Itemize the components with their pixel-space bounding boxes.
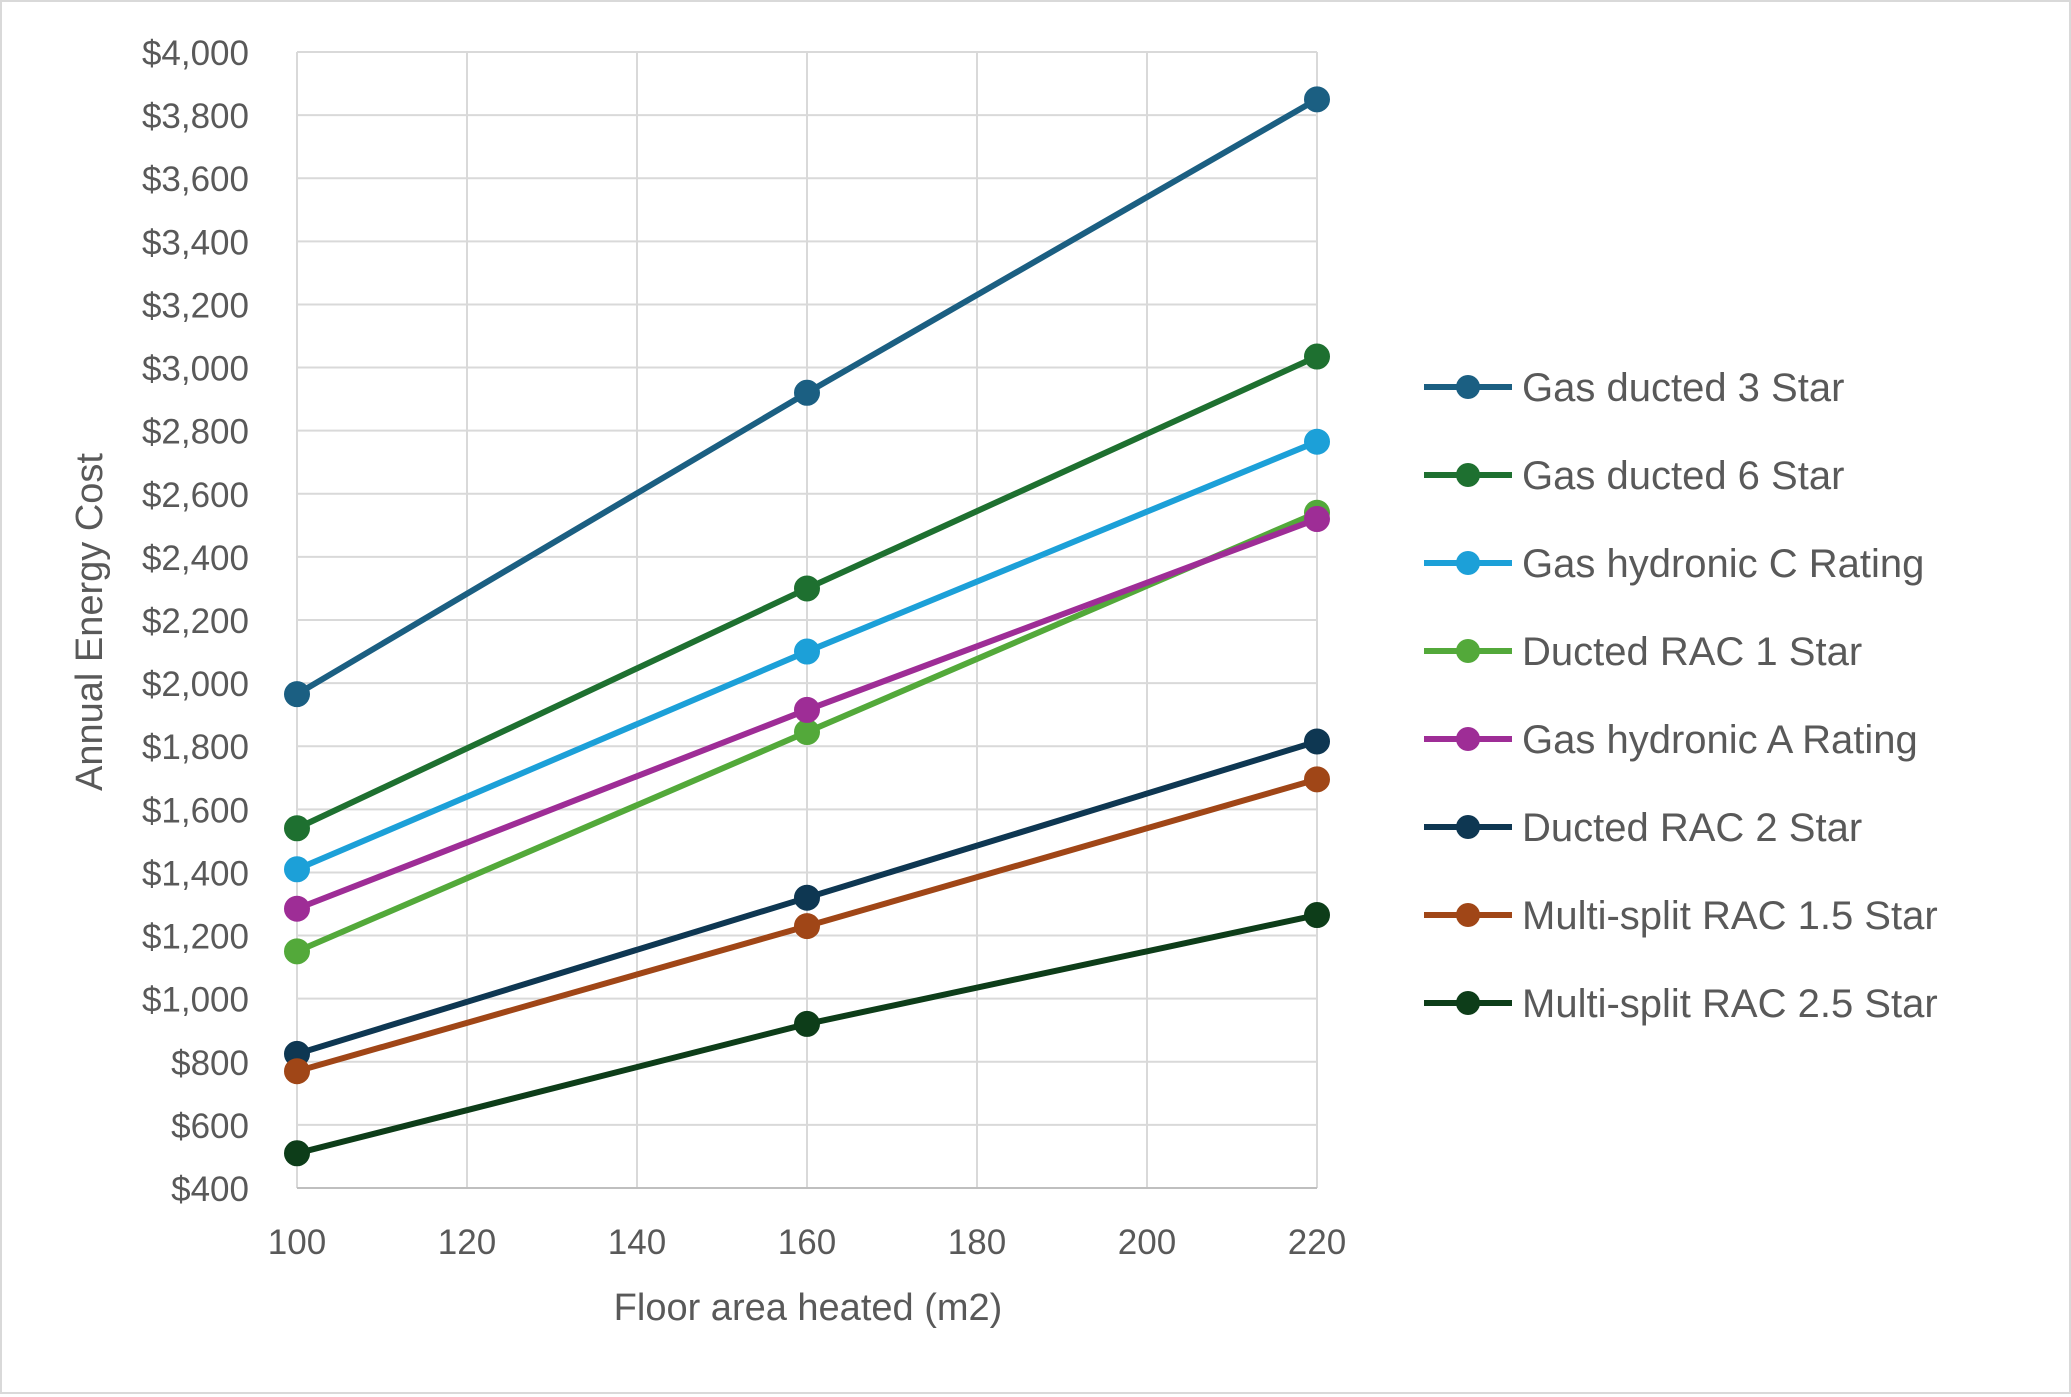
y-tick-label: $3,000 xyxy=(142,350,249,389)
y-tick-label: $4,000 xyxy=(142,34,249,73)
data-point xyxy=(284,1140,310,1167)
data-point xyxy=(1304,86,1330,113)
x-tick-labels: 100 120 140 160 180 200 220 xyxy=(268,1223,1346,1262)
legend-swatch-marker xyxy=(1456,727,1480,751)
data-point xyxy=(284,895,310,922)
legend-swatch-marker xyxy=(1456,639,1480,663)
y-tick-label: $1,200 xyxy=(142,918,249,957)
legend-label: Gas ducted 6 Star xyxy=(1522,454,1844,498)
data-point xyxy=(794,638,820,665)
data-point xyxy=(794,379,820,406)
data-point xyxy=(284,815,310,842)
data-point xyxy=(1304,728,1330,755)
y-tick-label: $800 xyxy=(171,1044,249,1083)
legend-label: Multi-split RAC 2.5 Star xyxy=(1522,982,1938,1026)
y-tick-label: $1,600 xyxy=(142,791,249,830)
legend-item: Ducted RAC 2 Star xyxy=(1424,806,1862,850)
legend-swatch-marker xyxy=(1456,815,1480,839)
legend-item: Ducted RAC 1 Star xyxy=(1424,630,1862,674)
x-tick-label: 180 xyxy=(948,1223,1006,1262)
gridlines xyxy=(297,51,1318,1188)
series-group xyxy=(284,506,1330,922)
legend-swatch-marker xyxy=(1456,463,1480,487)
data-point xyxy=(1304,343,1330,370)
data-point xyxy=(794,575,820,602)
data-point xyxy=(794,696,820,723)
legend-label: Ducted RAC 1 Star xyxy=(1522,630,1862,674)
y-tick-label: $3,400 xyxy=(142,223,249,262)
y-tick-label: $1,000 xyxy=(142,981,249,1020)
axes xyxy=(296,52,1317,1189)
y-tick-label: $3,600 xyxy=(142,160,249,199)
data-point xyxy=(794,1010,820,1037)
data-point xyxy=(1304,766,1330,793)
y-axis-label: Annual Energy Cost xyxy=(69,453,111,791)
data-point xyxy=(1304,902,1330,929)
legend-item: Multi-split RAC 2.5 Star xyxy=(1424,982,1938,1026)
series-group xyxy=(284,766,1330,1085)
y-tick-label: $400 xyxy=(171,1170,249,1209)
legend-item: Gas ducted 3 Star xyxy=(1424,366,1844,410)
legend-swatch-marker xyxy=(1456,551,1480,575)
series-group xyxy=(284,902,1330,1167)
y-tick-label: $2,600 xyxy=(142,476,249,515)
data-point xyxy=(284,681,310,708)
y-tick-label: $600 xyxy=(171,1107,249,1146)
legend: Gas ducted 3 Star Gas ducted 6 Star Gas hy… xyxy=(1424,366,1938,1026)
legend-swatch-marker xyxy=(1456,903,1480,927)
y-tick-label: $1,800 xyxy=(142,728,249,767)
legend-item: Gas ducted 6 Star xyxy=(1424,454,1844,498)
legend-swatch-marker xyxy=(1456,375,1480,399)
legend-label: Multi-split RAC 1.5 Star xyxy=(1522,894,1938,938)
data-point xyxy=(284,938,310,965)
series-group xyxy=(284,728,1330,1067)
series-group xyxy=(284,428,1330,883)
data-point xyxy=(1304,506,1330,533)
x-tick-label: 220 xyxy=(1288,1223,1346,1262)
legend-label: Gas hydronic A Rating xyxy=(1522,718,1918,762)
data-point xyxy=(794,719,820,746)
legend-label: Gas hydronic C Rating xyxy=(1522,542,1924,586)
legend-item: Gas hydronic C Rating xyxy=(1424,542,1924,586)
x-tick-label: 120 xyxy=(438,1223,496,1262)
data-point xyxy=(794,884,820,911)
y-tick-label: $2,200 xyxy=(142,602,249,641)
data-point xyxy=(284,1058,310,1085)
x-tick-label: 140 xyxy=(608,1223,666,1262)
y-tick-label: $2,400 xyxy=(142,539,249,578)
x-tick-label: 160 xyxy=(778,1223,836,1262)
x-tick-label: 100 xyxy=(268,1223,326,1262)
y-tick-label: $1,400 xyxy=(142,854,249,893)
data-point xyxy=(284,856,310,883)
y-tick-labels: $400 $600 $800 $1,000 $1,200 $1,400 $1,600 $1,8… xyxy=(142,34,249,1209)
series-group xyxy=(284,86,1330,708)
x-axis-label: Floor area heated (m2) xyxy=(614,1287,1003,1329)
legend-label: Ducted RAC 2 Star xyxy=(1522,806,1862,850)
legend-item: Gas hydronic A Rating xyxy=(1424,718,1918,762)
y-tick-label: $2,800 xyxy=(142,413,249,452)
data-point xyxy=(1304,428,1330,455)
x-tick-label: 200 xyxy=(1118,1223,1176,1262)
legend-item: Multi-split RAC 1.5 Star xyxy=(1424,894,1938,938)
legend-swatch-marker xyxy=(1456,991,1480,1015)
legend-label: Gas ducted 3 Star xyxy=(1522,366,1844,410)
series-lines xyxy=(284,86,1330,1167)
y-tick-label: $3,800 xyxy=(142,97,249,136)
data-point xyxy=(794,913,820,940)
y-tick-label: $3,200 xyxy=(142,286,249,325)
series-group xyxy=(284,343,1330,842)
y-tick-label: $2,000 xyxy=(142,665,249,704)
